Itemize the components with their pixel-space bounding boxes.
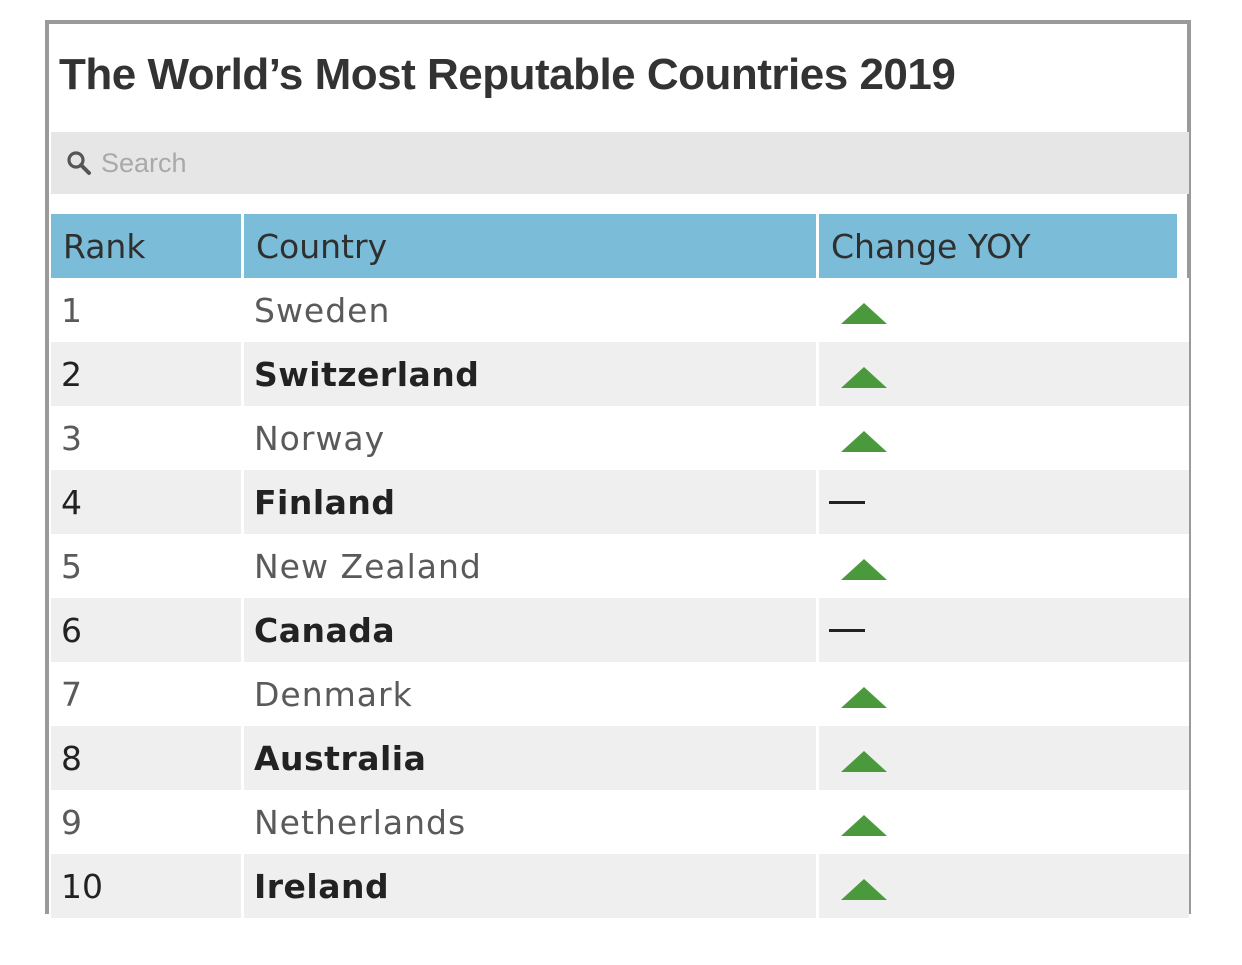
table-row: 2 Switzerland [51,342,1189,406]
rank-cell: 6 [61,610,82,650]
change-cell [816,342,1189,406]
rank-cell: 5 [61,546,82,586]
change-cell [816,662,1189,726]
up-arrow-icon [841,430,887,452]
country-cell: Sweden [241,278,816,342]
rank-cell: 8 [61,738,82,778]
up-arrow-icon [841,686,887,708]
country-cell: Denmark [241,662,816,726]
change-cell [816,854,1189,918]
no-change-dash-icon [829,628,865,632]
search-bar[interactable] [51,132,1189,194]
change-cell [816,278,1189,342]
table-row: 5 New Zealand [51,534,1189,598]
up-arrow-icon [841,814,887,836]
country-cell: Australia [241,726,816,790]
rank-cell: 3 [61,418,82,458]
rank-cell: 1 [61,290,82,330]
up-arrow-icon [841,366,887,388]
country-cell: Netherlands [241,790,816,854]
column-header-country[interactable]: Country [241,214,816,278]
change-cell [816,598,1189,662]
country-cell: Ireland [241,854,816,918]
rankings-table: Rank Country Change YOY 1 Sweden 2 Switz… [51,214,1189,918]
table-header: Rank Country Change YOY [51,214,1177,278]
table-row: 1 Sweden [51,278,1189,342]
rank-cell: 9 [61,802,82,842]
table-row: 3 Norway [51,406,1189,470]
change-cell [816,790,1189,854]
no-change-dash-icon [829,500,865,504]
table-row: 4 Finland [51,470,1189,534]
change-cell [816,406,1189,470]
country-cell: Switzerland [241,342,816,406]
change-cell [816,534,1189,598]
search-icon [65,149,93,177]
table-row: 6 Canada [51,598,1189,662]
country-cell: New Zealand [241,534,816,598]
up-arrow-icon [841,302,887,324]
page-title: The World’s Most Reputable Countries 201… [59,50,956,99]
table-widget: The World’s Most Reputable Countries 201… [45,20,1191,918]
country-cell: Norway [241,406,816,470]
change-cell [816,726,1189,790]
table-row: 7 Denmark [51,662,1189,726]
up-arrow-icon [841,750,887,772]
up-arrow-icon [841,878,887,900]
column-header-rank[interactable]: Rank [63,226,146,266]
rank-cell: 7 [61,674,82,714]
country-cell: Finland [241,470,816,534]
rank-cell: 4 [61,482,82,522]
rank-cell: 2 [61,354,82,394]
column-header-change-yoy[interactable]: Change YOY [816,214,1177,278]
up-arrow-icon [841,558,887,580]
table-row: 8 Australia [51,726,1189,790]
table-row: 9 Netherlands [51,790,1189,854]
rank-cell: 10 [61,866,103,906]
search-input[interactable] [101,147,701,179]
country-cell: Canada [241,598,816,662]
change-cell [816,470,1189,534]
table-row: 10 Ireland [51,854,1189,918]
